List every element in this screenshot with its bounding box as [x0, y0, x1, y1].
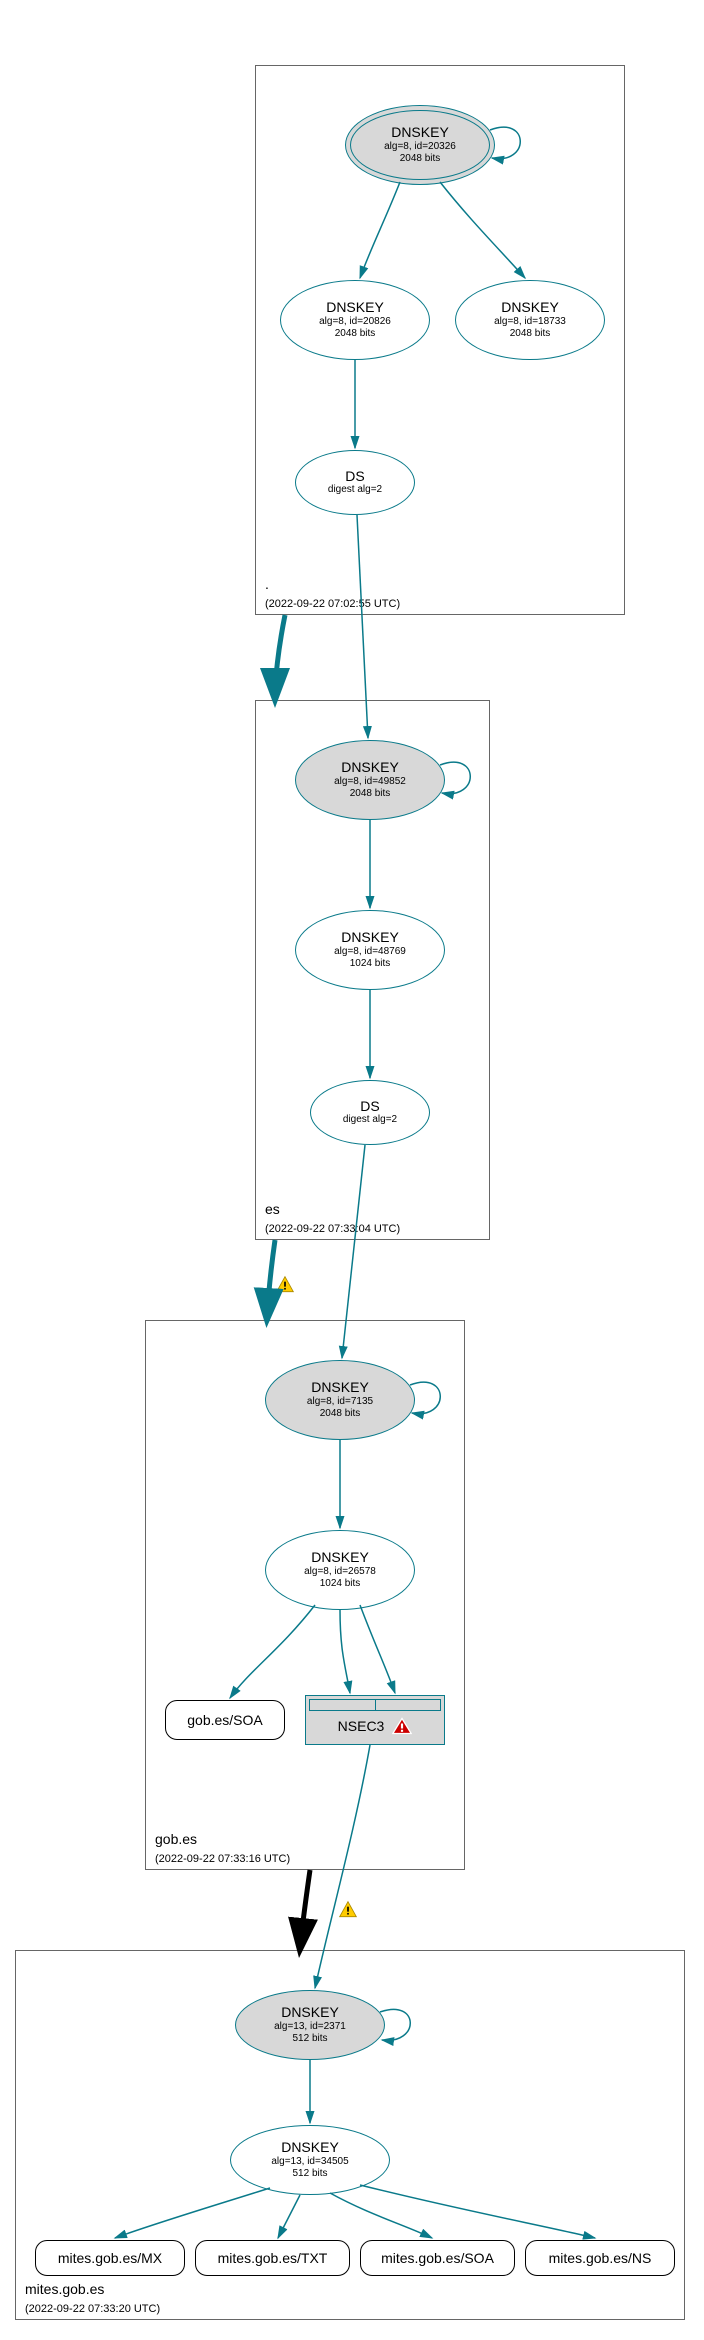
node-title: DNSKEY — [501, 300, 559, 315]
node-alg: alg=8, id=20326 — [384, 141, 456, 153]
zone-name: mites.gob.es — [25, 2281, 104, 2297]
dnskey-gob-ksk: DNSKEY alg=8, id=7135 2048 bits — [265, 1360, 415, 1440]
warning-icon — [275, 1275, 295, 1295]
node-bits: 2048 bits — [510, 328, 551, 340]
rrset-label: gob.es/SOA — [187, 1712, 263, 1728]
node-alg: alg=8, id=26578 — [304, 1566, 376, 1578]
error-icon — [392, 1717, 412, 1735]
rrset-label: mites.gob.es/MX — [58, 2250, 162, 2266]
node-title: DNSKEY — [341, 930, 399, 945]
node-bits: 1024 bits — [320, 1578, 361, 1590]
zone-timestamp: (2022-09-22 07:33:20 UTC) — [25, 2303, 160, 2315]
nsec3-gob: NSEC3 — [305, 1695, 445, 1745]
node-bits: 1024 bits — [350, 958, 391, 970]
dnskey-es-zsk: DNSKEY alg=8, id=48769 1024 bits — [295, 910, 445, 990]
node-alg: alg=8, id=7135 — [307, 1396, 373, 1408]
node-bits: 512 bits — [292, 2033, 327, 2045]
zone-mites-gob-es-label: mites.gob.es (2022-09-22 07:33:20 UTC) — [25, 2280, 160, 2316]
node-title: DNSKEY — [311, 1380, 369, 1395]
zone-name: gob.es — [155, 1831, 197, 1847]
dnskey-gob-zsk: DNSKEY alg=8, id=26578 1024 bits — [265, 1530, 415, 1610]
node-bits: 2048 bits — [320, 1408, 361, 1420]
dnskey-mites-ksk: DNSKEY alg=13, id=2371 512 bits — [235, 1990, 385, 2060]
node-title: DNSKEY — [341, 760, 399, 775]
rrset-label: mites.gob.es/SOA — [381, 2250, 494, 2266]
dnskey-root-zsk1: DNSKEY alg=8, id=20826 2048 bits — [280, 280, 430, 360]
ds-es: DS digest alg=2 — [310, 1080, 430, 1145]
rrset-mites-ns: mites.gob.es/NS — [525, 2240, 675, 2276]
dnskey-mites-zsk: DNSKEY alg=13, id=34505 512 bits — [230, 2125, 390, 2195]
zone-root-label: . (2022-09-22 07:02:55 UTC) — [265, 575, 400, 611]
rrset-mites-txt: mites.gob.es/TXT — [195, 2240, 350, 2276]
node-alg: alg=13, id=34505 — [271, 2156, 348, 2168]
node-title: DNSKEY — [281, 2140, 339, 2155]
zone-gob-es-label: gob.es (2022-09-22 07:33:16 UTC) — [155, 1830, 290, 1866]
node-title: DNSKEY — [391, 125, 449, 140]
node-title: DS — [360, 1099, 379, 1114]
node-title: DNSKEY — [281, 2005, 339, 2020]
dnskey-es-ksk: DNSKEY alg=8, id=49852 2048 bits — [295, 740, 445, 820]
node-alg: alg=8, id=20826 — [319, 316, 391, 328]
node-title: DNSKEY — [326, 300, 384, 315]
zone-timestamp: (2022-09-22 07:33:04 UTC) — [265, 1223, 400, 1235]
zone-name: es — [265, 1201, 280, 1217]
node-alg: alg=8, id=48769 — [334, 946, 406, 958]
zone-name: . — [265, 576, 269, 592]
node-bits: 2048 bits — [400, 153, 441, 165]
rrset-mites-mx: mites.gob.es/MX — [35, 2240, 185, 2276]
node-alg: digest alg=2 — [343, 1114, 397, 1126]
node-alg: alg=8, id=18733 — [494, 316, 566, 328]
nsec3-label: NSEC3 — [338, 1718, 385, 1734]
dnskey-root-zsk2: DNSKEY alg=8, id=18733 2048 bits — [455, 280, 605, 360]
node-bits: 2048 bits — [335, 328, 376, 340]
dnskey-root-ksk: DNSKEY alg=8, id=20326 2048 bits — [345, 105, 495, 185]
node-alg: alg=8, id=49852 — [334, 776, 406, 788]
zone-timestamp: (2022-09-22 07:02:55 UTC) — [265, 598, 400, 610]
node-alg: digest alg=2 — [328, 484, 382, 496]
rrset-gob-soa: gob.es/SOA — [165, 1700, 285, 1740]
rrset-mites-soa: mites.gob.es/SOA — [360, 2240, 515, 2276]
rrset-label: mites.gob.es/NS — [549, 2250, 652, 2266]
zone-timestamp: (2022-09-22 07:33:16 UTC) — [155, 1853, 290, 1865]
node-bits: 512 bits — [292, 2168, 327, 2180]
rrset-label: mites.gob.es/TXT — [218, 2250, 328, 2266]
node-bits: 2048 bits — [350, 788, 391, 800]
node-title: DNSKEY — [311, 1550, 369, 1565]
node-title: DS — [345, 469, 364, 484]
zone-es-label: es (2022-09-22 07:33:04 UTC) — [265, 1200, 400, 1236]
node-alg: alg=13, id=2371 — [274, 2021, 346, 2033]
ds-root: DS digest alg=2 — [295, 450, 415, 515]
warning-icon — [338, 1900, 358, 1920]
